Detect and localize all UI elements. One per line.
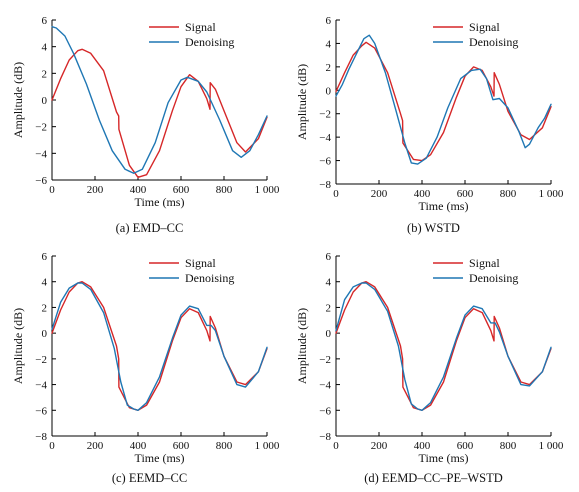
series-line-signal (335, 281, 552, 411)
series-line-denoising (335, 34, 552, 165)
y-tick-label: −4 (35, 148, 47, 160)
x-tick-label: 1 000 (255, 440, 280, 452)
y-tick-label: −2 (35, 122, 47, 134)
y-tick-label: −2 (319, 354, 331, 366)
series-line-signal (51, 281, 268, 411)
y-tick-label: 2 (42, 302, 48, 314)
y-tick-label: 2 (42, 68, 48, 80)
panel-caption: (b) WSTD (407, 221, 460, 235)
y-tick-label: −4 (319, 380, 331, 392)
x-tick-label: 0 (49, 440, 55, 452)
x-axis-label: Time (ms) (419, 199, 469, 213)
panel-caption: (c) EEMD–CC (112, 471, 187, 485)
series-line-signal (51, 48, 268, 179)
y-tick-label: −6 (35, 175, 47, 187)
panel-caption: (d) EEMD–CC–PE–WSTD (364, 471, 503, 485)
panel-c: 0 200 400 600 800 1 000 −8 −6 −4 −2 0 2 4 6 Time (ms) A… (11, 251, 280, 485)
legend-label-signal: Signal (185, 20, 216, 34)
x-tick-label: 400 (130, 184, 147, 196)
panel-caption: (a) EMD–CC (116, 221, 184, 235)
x-tick-label: 200 (371, 440, 388, 452)
y-tick-label: 6 (42, 15, 48, 27)
y-tick-label: 4 (42, 42, 48, 54)
x-tick-label: 0 (333, 188, 339, 200)
x-axis-label: Time (ms) (419, 451, 469, 465)
legend-label-denoising: Denoising (469, 271, 518, 285)
y-tick-label: 4 (42, 277, 48, 289)
y-tick-label: 4 (326, 38, 332, 50)
x-tick-label: 600 (173, 184, 190, 196)
x-tick-label: 1 000 (255, 184, 280, 196)
legend-label-signal: Signal (469, 20, 500, 34)
y-tick-label: 6 (42, 251, 48, 263)
series-line-denoising (335, 282, 552, 411)
y-tick-label: −6 (319, 156, 331, 168)
x-tick-label: 0 (49, 184, 55, 196)
x-tick-label: 1 000 (539, 188, 564, 200)
y-tick-label: −8 (35, 431, 47, 443)
x-tick-label: 200 (87, 440, 104, 452)
series-line-denoising (51, 26, 268, 175)
y-tick-label: 0 (326, 328, 332, 340)
y-tick-label: −8 (319, 431, 331, 443)
x-tick-label: 600 (457, 188, 474, 200)
series-line-signal (335, 41, 552, 162)
y-tick-label: −6 (35, 405, 47, 417)
y-tick-label: 4 (326, 277, 332, 289)
panel-d: 0 200 400 600 800 1 000 −8 −6 −4 −2 0 2 4 6 Time (ms) A… (295, 251, 564, 485)
y-axis-label: Amplitude (dB) (295, 308, 309, 384)
y-tick-label: 0 (42, 95, 48, 107)
y-axis-label: Amplitude (dB) (295, 64, 309, 140)
y-axis-label: Amplitude (dB) (11, 62, 25, 138)
y-tick-label: −2 (35, 354, 47, 366)
legend-label-denoising: Denoising (185, 271, 234, 285)
x-axis-label: Time (ms) (135, 451, 185, 465)
x-tick-label: 400 (414, 440, 431, 452)
y-tick-label: −2 (319, 109, 331, 121)
x-tick-label: 400 (414, 188, 431, 200)
x-tick-label: 800 (216, 440, 233, 452)
legend-label-denoising: Denoising (185, 35, 234, 49)
x-tick-label: 800 (500, 440, 517, 452)
y-tick-label: 6 (326, 15, 332, 27)
y-tick-label: 2 (326, 302, 332, 314)
x-tick-label: 800 (216, 184, 233, 196)
x-tick-label: 0 (333, 440, 339, 452)
x-tick-label: 600 (457, 440, 474, 452)
legend-label-signal: Signal (469, 256, 500, 270)
legend-label-signal: Signal (185, 256, 216, 270)
x-tick-label: 600 (173, 440, 190, 452)
legend-label-denoising: Denoising (469, 35, 518, 49)
x-tick-label: 200 (87, 184, 104, 196)
y-tick-label: 6 (326, 251, 332, 263)
y-tick-label: 0 (326, 85, 332, 97)
panel-a: 0 200 400 600 800 1 000 −6 −4 −2 0 2 4 6 Time (ms) Amp… (11, 15, 280, 235)
x-axis-label: Time (ms) (135, 195, 185, 209)
series-line-denoising (51, 282, 268, 411)
y-tick-label: −6 (319, 405, 331, 417)
panel-b: 0 200 400 600 800 1 000 −8 −6 −4 −2 0 2 4 6 Time (ms) A… (295, 15, 564, 235)
x-tick-label: 400 (130, 440, 147, 452)
y-tick-label: −4 (319, 132, 331, 144)
x-tick-label: 1 000 (539, 440, 564, 452)
y-tick-label: −8 (319, 179, 331, 191)
y-tick-label: 2 (326, 62, 332, 74)
y-tick-label: −4 (35, 380, 47, 392)
y-axis-label: Amplitude (dB) (11, 308, 25, 384)
y-tick-label: 0 (42, 328, 48, 340)
x-tick-label: 200 (371, 188, 388, 200)
x-tick-label: 800 (500, 188, 517, 200)
